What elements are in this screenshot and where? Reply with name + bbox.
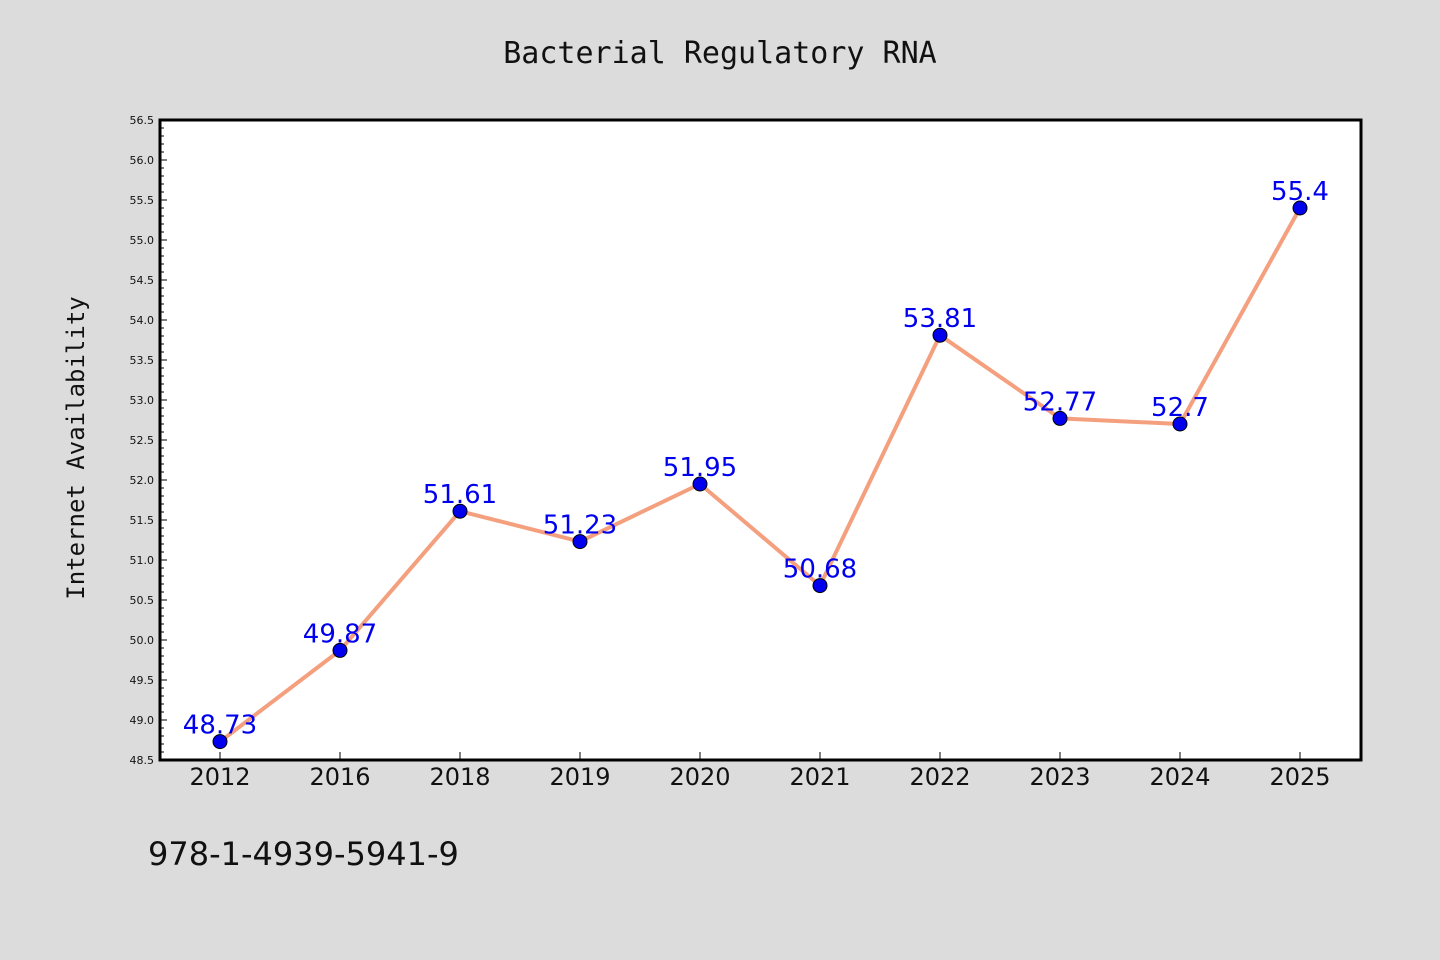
y-tick-label: 50.0 [130, 634, 155, 647]
y-tick-label: 51.0 [130, 554, 155, 567]
x-tick-label: 2018 [429, 763, 490, 791]
data-label: 51.95 [663, 453, 737, 483]
footnote: 978-1-4939-5941-9 [148, 835, 459, 873]
x-tick-label: 2019 [549, 763, 610, 791]
series-line [218, 207, 1302, 744]
y-tick-label: 54.5 [130, 274, 155, 287]
data-label: 50.68 [783, 555, 857, 585]
data-point [332, 642, 348, 658]
data-point [452, 503, 468, 519]
y-tick-label: 53.5 [130, 354, 155, 367]
data-point [932, 327, 948, 343]
y-axis-label: Internet Availability [62, 296, 90, 599]
y-tick-label: 49.0 [130, 714, 155, 727]
y-tick-label: 52.0 [130, 474, 155, 487]
y-tick-label: 55.5 [130, 194, 155, 207]
x-tick-label: 2020 [669, 763, 730, 791]
data-label: 48.73 [183, 711, 257, 741]
chart-title: Bacterial Regulatory RNA [503, 36, 936, 71]
y-tick-label: 54.0 [130, 314, 155, 327]
plot-area [158, 118, 1363, 762]
x-tick-label: 2016 [309, 763, 370, 791]
y-tick-label: 56.0 [130, 154, 155, 167]
x-tick-label: 2025 [1269, 763, 1330, 791]
series-group: 48.73 49.87 51.61 51.23 51.95 50.68 53.81 52.77… [183, 177, 1329, 750]
data-point [1052, 410, 1068, 426]
data-label: 53.81 [903, 304, 977, 334]
x-tick-label: 2021 [789, 763, 850, 791]
y-tick-label: 51.5 [130, 514, 155, 527]
data-point [1172, 416, 1188, 432]
data-point [692, 476, 708, 492]
data-label: 51.23 [543, 511, 617, 541]
y-tick-label: 48.5 [130, 754, 155, 767]
data-label: 49.87 [303, 619, 377, 649]
data-point [212, 734, 228, 750]
y-tick-label: 49.5 [130, 674, 155, 687]
x-tick-label: 2022 [909, 763, 970, 791]
x-tick-label: 2023 [1029, 763, 1090, 791]
y-tick-label: 52.5 [130, 434, 155, 447]
x-tick-label: 2024 [1149, 763, 1210, 791]
data-label: 52.7 [1151, 393, 1209, 423]
data-point [1292, 200, 1308, 216]
data-point [812, 578, 828, 594]
data-label: 51.61 [423, 480, 497, 510]
data-label: 52.77 [1023, 387, 1097, 417]
data-label: 55.4 [1271, 177, 1329, 207]
y-tick-label: 50.5 [130, 594, 155, 607]
y-tick-label: 56.5 [130, 114, 155, 127]
y-tick-label: 55.0 [130, 234, 155, 247]
x-tick-label: 2012 [189, 763, 250, 791]
data-point [572, 534, 588, 550]
x-axis-ticks: 2012 2016 2018 2019 2020 2021 2022 2023 2024 2025 [189, 752, 1331, 791]
y-axis-ticks: 48.5 49.0 49.5 50.0 50.5 51.0 51.5 52.0 52.5 53.0… [130, 114, 167, 767]
y-tick-label: 53.0 [130, 394, 155, 407]
